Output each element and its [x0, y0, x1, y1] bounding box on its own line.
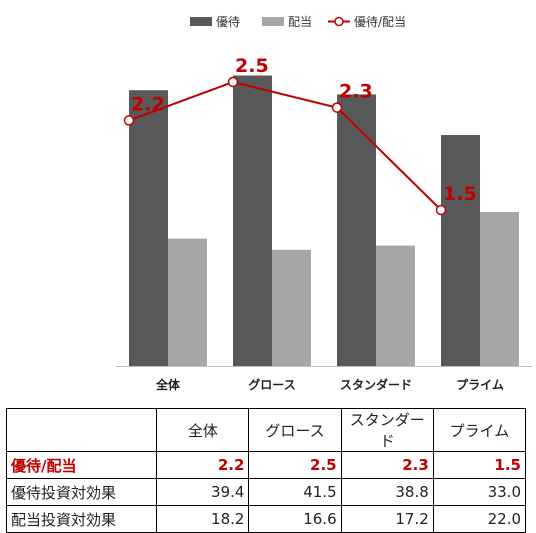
table-header-row: 全体 グロース スタンダード プライム — [5, 408, 527, 452]
table-header-cell: グロース — [248, 408, 342, 452]
table-header-cell: 全体 — [156, 408, 250, 452]
legend-swatch-yutai — [190, 17, 212, 26]
legend-marker-ratio — [334, 16, 344, 27]
table-cell: 16.6 — [248, 505, 342, 533]
table-row: 配当投資対効果 18.2 16.6 17.2 22.0 — [5, 505, 527, 533]
table-row: 優待投資対効果 39.4 41.5 38.8 33.0 — [5, 478, 527, 506]
ratio-point — [331, 102, 343, 113]
legend-swatch-haitou — [262, 17, 284, 26]
data-table: 全体 グロース スタンダード プライム 優待/配当 2.2 2.5 2.3 1.… — [5, 408, 527, 533]
bar-yutai — [337, 94, 376, 367]
ratio-data-label: 2.3 — [339, 81, 373, 103]
row-label: 優待投資対効果 — [5, 478, 158, 506]
table-cell: 2.5 — [248, 451, 342, 479]
table-header-cell: スタンダード — [340, 408, 434, 452]
bar-haitou — [480, 212, 519, 366]
table-cell: 33.0 — [432, 478, 527, 506]
bar-yutai — [129, 90, 168, 366]
ratio-data-label: 2.5 — [235, 55, 269, 77]
combo-chart: 優待 配当 優待/配当 2.2 2.5 2.3 1.5 全体 グロース スタンダード プライ… — [116, 15, 532, 392]
table-cell: 18.2 — [156, 505, 250, 533]
ratio-point — [227, 76, 239, 88]
table-cell: 2.2 — [156, 451, 250, 479]
legend-label-haitou: 配当 — [288, 15, 312, 29]
category-label: スタンダード — [340, 377, 412, 392]
legend-label-yutai: 優待 — [216, 15, 240, 29]
category-labels: 全体 グロース スタンダード プライム — [155, 377, 504, 392]
table-cell: 41.5 — [248, 478, 342, 506]
table-row: 優待/配当 2.2 2.5 2.3 1.5 — [5, 451, 527, 479]
category-label: グロース — [248, 377, 295, 392]
table-cell: 39.4 — [156, 478, 250, 506]
ratio-data-label: 1.5 — [443, 183, 477, 205]
bar-haitou — [376, 245, 415, 366]
ratio-line — [128, 80, 442, 211]
bar-yutai — [441, 135, 480, 366]
ratio-point — [123, 115, 135, 126]
category-label: プライム — [456, 377, 504, 392]
bar-haitou — [168, 238, 207, 366]
bar-yutai — [233, 75, 272, 366]
legend-label-ratio: 優待/配当 — [354, 15, 406, 29]
row-label: 優待/配当 — [5, 451, 158, 479]
table-cell: 38.8 — [340, 478, 434, 506]
ratio-data-label: 2.2 — [131, 93, 165, 115]
category-label: 全体 — [155, 377, 181, 392]
bars — [129, 75, 519, 367]
bar-haitou — [272, 249, 311, 366]
table-cell: 2.3 — [340, 451, 434, 479]
ratio-series: 2.2 2.5 2.3 1.5 — [123, 55, 477, 216]
table-header-cell — [5, 408, 158, 452]
legend: 優待 配当 優待/配当 — [190, 15, 406, 29]
table-header-cell: プライム — [432, 408, 527, 452]
table-cell: 22.0 — [432, 505, 527, 533]
table-cell: 17.2 — [340, 505, 434, 533]
ratio-point — [435, 204, 447, 216]
table-cell: 1.5 — [432, 451, 527, 479]
row-label: 配当投資対効果 — [5, 505, 158, 533]
